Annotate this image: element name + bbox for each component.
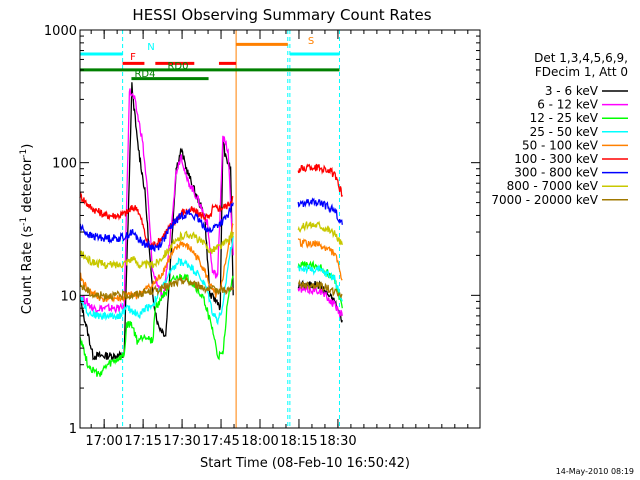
legend-label: 3 - 6 keV — [545, 84, 599, 98]
x-tick-label: 18:00 — [241, 434, 278, 449]
chart-title: HESSI Observing Summary Count Rates — [132, 6, 431, 24]
legend-label: 100 - 300 keV — [514, 152, 598, 166]
legend-label: 12 - 25 keV — [530, 111, 599, 125]
x-tick-label: 18:15 — [280, 434, 317, 449]
series-line — [79, 273, 234, 377]
legend-label: 300 - 800 keV — [514, 166, 598, 180]
y-label-mid: detector — [20, 157, 35, 217]
series-line — [297, 279, 343, 299]
series-line — [79, 276, 234, 301]
y-tick-label: 1 — [69, 422, 77, 437]
series-line — [79, 202, 234, 253]
x-tick-label: 17:00 — [85, 434, 122, 449]
x-tick-label: 17:30 — [163, 434, 200, 449]
legend-label: 7000 - 20000 keV — [491, 193, 598, 207]
legend-label: 50 - 100 keV — [522, 138, 599, 152]
flag-label: F — [130, 52, 136, 63]
legend: Det 1,3,4,5,6,9,FDecim 1, Att 0 3 - 6 keV… — [491, 51, 628, 207]
y-tick-label: 10 — [60, 289, 77, 304]
x-tick-label: 17:15 — [124, 434, 161, 449]
flag-bars: N S F RD0 RD4 — [80, 36, 340, 81]
series-line — [297, 163, 343, 197]
y-label-prefix: Count Rate (s — [20, 226, 35, 315]
series-line — [297, 197, 343, 225]
y-tick-label: 100 — [52, 157, 77, 172]
y-axis-label: Count Rate (s-1 detector-1) — [19, 144, 35, 315]
flag-label: RD4 — [134, 69, 155, 80]
series-line — [79, 88, 234, 314]
y-tick-label: 1000 — [44, 24, 77, 39]
flag-label: S — [308, 36, 314, 47]
series-line — [79, 82, 234, 362]
series-line — [297, 264, 343, 302]
y-label-sup1: -1 — [19, 217, 29, 226]
series-line — [297, 238, 343, 281]
legend-label: 25 - 50 keV — [530, 125, 599, 139]
y-label-sup2: -1 — [19, 149, 29, 158]
legend-header: Det 1,3,4,5,6,9, — [534, 51, 628, 65]
legend-header: FDecim 1, Att 0 — [535, 65, 628, 79]
series-lines — [79, 82, 343, 377]
y-label-suffix: ) — [20, 144, 35, 149]
legend-label: 6 - 12 keV — [537, 98, 599, 112]
x-tick-label: 18:30 — [319, 434, 356, 449]
series-line — [79, 230, 234, 270]
flag-label: N — [147, 42, 154, 53]
flag-label: RD0 — [167, 61, 188, 72]
x-axis-label: Start Time (08-Feb-10 16:50:42) — [200, 456, 410, 471]
footer-timestamp: 14-May-2010 08:19 — [556, 467, 634, 476]
axis-ticks: 1 10 100 1000 17:00 17:15 17:30 17:45 18:00 18:15… — [44, 24, 480, 449]
series-line — [297, 220, 343, 246]
x-tick-label: 17:45 — [202, 434, 239, 449]
legend-label: 800 - 7000 keV — [507, 179, 599, 193]
plot-frame — [79, 29, 481, 429]
